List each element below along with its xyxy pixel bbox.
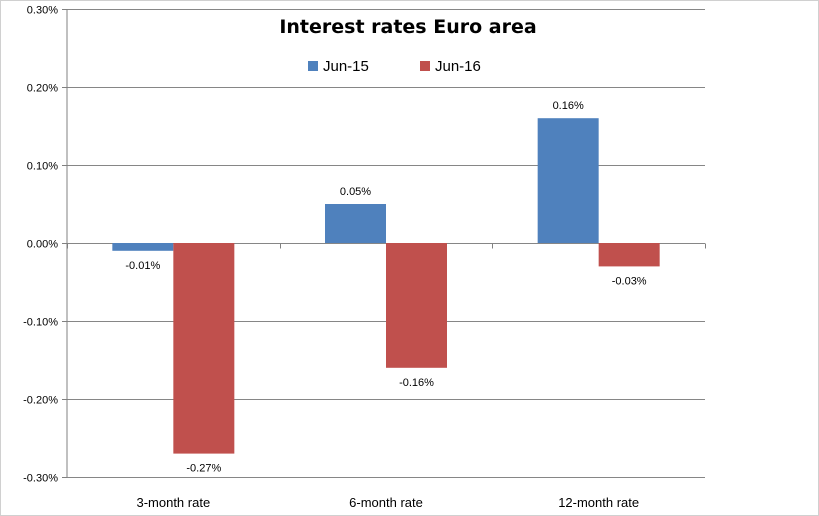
y-tick-labels: 0.30% 0.20% 0.10% 0.00% -0.10% -0.20% -0.30% bbox=[23, 5, 58, 485]
y-tick-label: 0.30% bbox=[27, 5, 58, 17]
category-label: 12-month rate bbox=[558, 495, 639, 510]
y-tick-label: -0.20% bbox=[23, 395, 58, 407]
bar-jun-15-1 bbox=[325, 204, 386, 243]
data-label: 0.16% bbox=[553, 100, 584, 112]
legend-label: Jun-16 bbox=[435, 58, 481, 75]
y-tick-label: 0.10% bbox=[27, 161, 58, 173]
category-label: 6-month rate bbox=[349, 495, 423, 510]
data-label: 0.05% bbox=[340, 186, 371, 198]
bars bbox=[112, 118, 660, 454]
bar-jun-16-2 bbox=[598, 243, 660, 267]
category-label: 3-month rate bbox=[136, 495, 210, 510]
bar-jun-16-0 bbox=[173, 243, 235, 454]
data-label: -0.03% bbox=[612, 275, 647, 287]
chart-title: Interest rates Euro area bbox=[279, 16, 536, 38]
legend-label: Jun-15 bbox=[323, 58, 369, 75]
legend-swatch bbox=[420, 61, 430, 71]
data-label: -0.16% bbox=[399, 377, 434, 389]
legend: Jun-15 Jun-16 bbox=[308, 58, 481, 75]
y-tick-label: 0.00% bbox=[27, 239, 58, 251]
y-tick-label: -0.30% bbox=[23, 473, 58, 485]
bar-jun-16-1 bbox=[386, 243, 447, 368]
data-label: -0.01% bbox=[125, 260, 160, 272]
bar-jun-15-0 bbox=[112, 243, 174, 251]
y-tick-label: -0.10% bbox=[23, 317, 58, 329]
data-labels: -0.01% 0.05% 0.16% -0.27% -0.16% -0.03% bbox=[125, 100, 646, 474]
category-labels: 3-month rate 6-month rate 12-month rate bbox=[136, 495, 639, 510]
legend-swatch bbox=[308, 61, 318, 71]
y-tick-label: 0.20% bbox=[27, 83, 58, 95]
bar-jun-15-2 bbox=[537, 118, 599, 243]
data-label: -0.27% bbox=[186, 463, 221, 475]
